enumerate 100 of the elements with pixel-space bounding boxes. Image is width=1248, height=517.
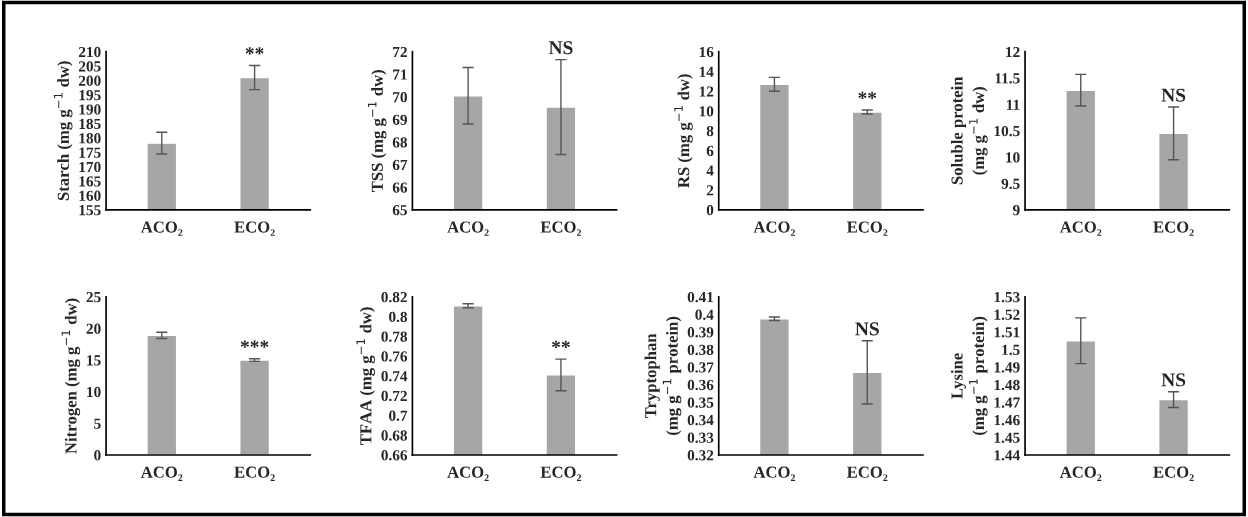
y-axis-title: Tryptophan (mg g$^{−1}$ protein) — [644, 316, 682, 435]
y-tick-label: 0.35 — [687, 397, 714, 408]
y-tick-label: 185 — [79, 118, 101, 130]
y-tick-label: 0 — [94, 450, 101, 461]
y-tick-label: 0.37 — [687, 362, 714, 373]
x-tick-label: ECO₂ — [1153, 221, 1194, 236]
y-tick-label: 1.51 — [994, 327, 1020, 338]
y-axis-title: TSS (mg g$^{−1}$ dw) — [367, 70, 387, 193]
y-axis-title: TFAA (mg g$^{−1}$ dw) — [356, 307, 375, 445]
y-tick-label: 9 — [1012, 205, 1020, 216]
y-tick-label: 205 — [78, 61, 101, 72]
y-tick-label: 12 — [1006, 46, 1020, 57]
y-tick-label: 0.68 — [381, 430, 408, 441]
y-tick-label: 0.33 — [687, 432, 714, 443]
y-tick-label: 25 — [86, 292, 101, 303]
x-tick-label: ACO₂ — [140, 221, 183, 236]
x-tick-label: ACO₂ — [753, 466, 796, 481]
y-tick-label: 1.48 — [994, 379, 1020, 391]
y-tick-label: 0.82 — [381, 291, 407, 303]
annotation: NS — [855, 322, 879, 336]
y-tick-label: 6 — [706, 145, 714, 156]
y-tick-label: 1.52 — [994, 309, 1020, 320]
x-tick-label: ACO₂ — [1059, 221, 1102, 236]
x-tick-label: ACO₂ — [140, 466, 183, 481]
y-tick-label: 4 — [706, 165, 714, 176]
y-tick-label: 200 — [78, 75, 101, 86]
x-tick-label: ECO₂ — [234, 466, 275, 481]
y-tick-label: 0.7 — [389, 410, 408, 421]
y-tick-label: 210 — [78, 46, 101, 58]
y-tick-label: 0.76 — [381, 351, 408, 362]
y-tick-label: 0 — [706, 204, 714, 216]
x-tick-label: ECO₂ — [846, 466, 888, 481]
y-tick-label: 0.66 — [381, 450, 408, 461]
y-tick-label: 11 — [1006, 99, 1020, 110]
y-tick-label: 11.5 — [995, 73, 1020, 84]
x-tick-label: ECO₂ — [540, 466, 582, 481]
y-tick-label: 180 — [79, 133, 101, 144]
y-tick-label: 1.53 — [994, 292, 1020, 303]
y-axis-title: Soluble protein (mg g$^{−1}$ dw) — [950, 76, 988, 185]
annotation: NS — [1161, 88, 1186, 102]
y-tick-label: 10 — [699, 106, 714, 117]
y-tick-label: 1.49 — [994, 362, 1020, 373]
y-tick-label: 9.5 — [1001, 178, 1020, 189]
annotation: *** — [240, 340, 269, 348]
x-tick-label: ACO₂ — [447, 221, 489, 236]
y-tick-label: 15 — [87, 355, 101, 366]
y-tick-label: 65 — [392, 205, 407, 216]
x-tick-label: ACO₂ — [447, 466, 489, 481]
y-tick-label: 1.46 — [994, 415, 1020, 426]
y-tick-label: 68 — [392, 137, 408, 148]
y-tick-label: 10 — [87, 386, 101, 398]
y-tick-label: 66 — [392, 182, 408, 193]
y-tick-label: 0.34 — [687, 414, 714, 426]
y-axis-title: RS (mg g$^{−1}$ dw) — [674, 74, 693, 188]
annotation: NS — [548, 41, 573, 55]
y-tick-label: 195 — [79, 90, 101, 101]
annotation: ** — [245, 47, 264, 55]
y-tick-label: 1.45 — [994, 432, 1020, 443]
y-tick-label: 5 — [94, 418, 101, 429]
y-axis-title: Lysine (mg g$^{−1}$ protein) — [950, 316, 988, 435]
y-tick-label: 67 — [392, 159, 408, 171]
y-tick-label: 69 — [392, 114, 407, 125]
y-tick-label: 10 — [1006, 152, 1020, 163]
y-tick-label: 16 — [699, 46, 714, 58]
y-tick-label: 190 — [79, 104, 101, 115]
y-tick-label: 8 — [706, 125, 714, 137]
y-tick-label: 0.8 — [389, 311, 408, 323]
y-tick-label: 72 — [393, 46, 407, 57]
y-tick-label: 0.72 — [381, 390, 407, 402]
x-tick-label: ECO₂ — [1153, 466, 1194, 481]
x-tick-label: ECO₂ — [846, 221, 888, 236]
y-tick-label: 160 — [79, 190, 101, 201]
y-tick-label: 0.4 — [695, 309, 714, 320]
y-tick-label: 14 — [699, 66, 714, 77]
y-tick-label: 1.47 — [994, 397, 1020, 408]
annotation: ** — [858, 91, 877, 99]
y-tick-label: 1.44 — [994, 450, 1020, 461]
y-tick-label: 0.78 — [381, 331, 408, 342]
y-tick-label: 175 — [79, 147, 101, 158]
x-tick-label: ECO₂ — [540, 221, 582, 236]
y-tick-label: 70 — [393, 92, 407, 103]
y-tick-label: 155 — [79, 205, 101, 216]
y-tick-label: 1.5 — [1002, 344, 1020, 356]
x-tick-label: ACO₂ — [1059, 466, 1102, 481]
y-tick-label: 71 — [393, 69, 407, 80]
y-axis-title: Nitrogen (mg g$^{−1}$ dw) — [61, 298, 81, 454]
y-tick-label: 10.5 — [994, 125, 1020, 137]
y-tick-label: 0.41 — [687, 291, 714, 303]
x-tick-label: ACO₂ — [753, 221, 796, 236]
x-tick-label: ECO₂ — [234, 221, 275, 236]
annotation: ** — [552, 340, 570, 349]
annotation: NS — [1161, 373, 1186, 387]
y-tick-label: 0.74 — [381, 371, 408, 382]
y-tick-label: 20 — [86, 323, 101, 334]
y-tick-label: 165 — [79, 176, 101, 187]
y-tick-label: 0.32 — [687, 450, 714, 461]
y-tick-label: 0.39 — [687, 327, 714, 338]
y-tick-label: 12 — [699, 86, 714, 97]
y-tick-label: 170 — [79, 161, 101, 173]
y-tick-label: 0.36 — [687, 379, 714, 391]
